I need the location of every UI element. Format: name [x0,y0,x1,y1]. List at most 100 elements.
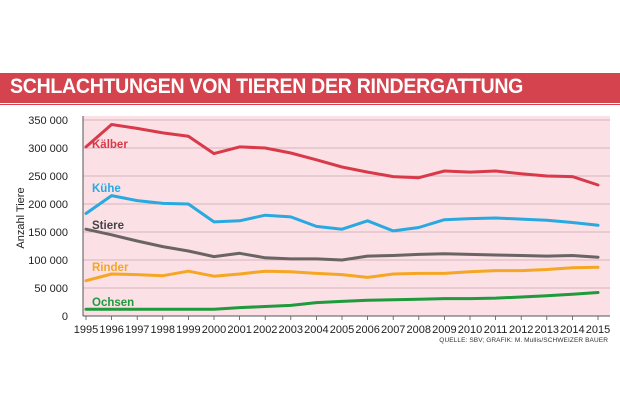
data-point-kaelber [264,147,266,149]
data-point-kaelber [239,146,241,148]
data-point-stiere [469,253,471,255]
x-tick-label: 1995 [74,324,98,336]
data-point-stiere [597,256,599,258]
series-label-stiere: Stiere [92,220,124,232]
data-point-stiere [187,250,189,252]
data-point-kuehe [495,217,497,219]
y-tick-label: 200 000 [28,199,68,211]
data-point-kaelber [546,175,548,177]
data-point-rinder [162,275,164,277]
data-point-rinder [418,272,420,275]
data-point-ochsen [571,293,574,295]
data-point-rinder [495,270,497,272]
data-point-ochsen [495,297,497,299]
y-tick-label: 350 000 [28,115,68,127]
data-point-stiere [418,253,420,255]
data-point-kuehe [136,200,138,202]
data-point-rinder [213,275,215,277]
data-point-kuehe [187,203,189,205]
data-point-kuehe [315,225,317,227]
data-point-stiere [546,255,548,257]
data-point-ochsen [469,298,471,300]
data-point-ochsen [597,291,599,294]
series-label-ochsen: Ochsen [92,297,134,309]
y-tick-label: 300 000 [28,143,68,155]
data-point-kaelber [495,170,497,172]
data-point-kuehe [213,221,215,223]
y-axis-label: Anzahl Tiere [15,187,27,248]
data-point-rinder [520,270,522,272]
y-tick-label: 250 000 [28,171,68,183]
data-point-kuehe [290,216,292,218]
title-rule [0,104,620,105]
data-point-kuehe [443,219,445,221]
x-tick-label: 1996 [99,324,123,336]
data-point-kuehe [239,220,241,222]
data-point-stiere [571,254,574,257]
data-point-rinder [392,273,394,275]
y-tick-label: 0 [62,311,68,323]
data-point-ochsen [136,308,138,310]
data-point-kuehe [111,195,113,197]
data-point-stiere [239,252,241,254]
data-point-ochsen [187,308,189,310]
data-point-kaelber [111,123,113,126]
data-point-ochsen [315,301,317,304]
data-point-kaelber [213,153,215,155]
data-point-ochsen [111,308,113,310]
data-point-ochsen [392,299,394,301]
data-point-rinder [239,273,241,275]
x-tick-label: 2013 [535,324,559,336]
data-point-kuehe [520,218,522,220]
series-label-rinder: Rinder [92,262,129,274]
x-tick-label: 2004 [304,324,328,336]
data-point-kaelber [418,177,420,179]
data-point-kaelber [392,175,394,178]
x-tick-label: 2014 [560,324,584,336]
x-tick-label: 1998 [151,324,175,336]
series-label-kuehe: Kühe [92,183,121,195]
data-point-rinder [367,276,369,278]
data-point-kuehe [367,220,369,222]
data-point-stiere [392,254,394,257]
data-point-stiere [367,255,369,257]
data-point-kaelber [520,173,522,175]
x-tick-label: 2012 [509,324,533,336]
data-point-kaelber [136,127,138,129]
x-tick-label: 2007 [381,324,405,336]
data-point-stiere [264,257,266,259]
data-point-rinder [315,272,317,275]
data-point-kaelber [187,135,189,137]
series-label-kaelber: Kälber [92,139,128,151]
x-tick-label: 2010 [458,324,482,336]
data-point-stiere [213,256,215,258]
data-point-kaelber [571,175,574,178]
data-point-rinder [111,273,113,275]
data-point-kaelber [290,152,292,154]
data-point-rinder [290,271,292,273]
x-tick-label: 2001 [227,324,251,336]
data-point-rinder [443,272,445,275]
x-tick-label: 2003 [279,324,303,336]
data-point-kaelber [85,146,87,148]
data-point-stiere [315,258,317,260]
x-tick-label: 2011 [484,324,508,336]
data-point-kuehe [341,228,343,230]
data-point-stiere [85,228,87,230]
data-point-ochsen [239,307,241,309]
x-tick-label: 1997 [125,324,149,336]
data-point-ochsen [546,295,548,297]
data-point-kuehe [418,226,420,229]
data-point-stiere [495,254,497,256]
y-tick-label: 100 000 [28,255,68,267]
data-point-kaelber [597,184,599,186]
data-point-ochsen [213,308,215,310]
x-tick-label: 1999 [176,324,200,336]
data-point-kuehe [392,230,394,232]
x-tick-label: 2005 [330,324,354,336]
data-point-ochsen [520,296,522,298]
data-point-rinder [597,266,599,268]
data-point-kaelber [341,166,343,168]
x-tick-label: 2002 [253,324,277,336]
